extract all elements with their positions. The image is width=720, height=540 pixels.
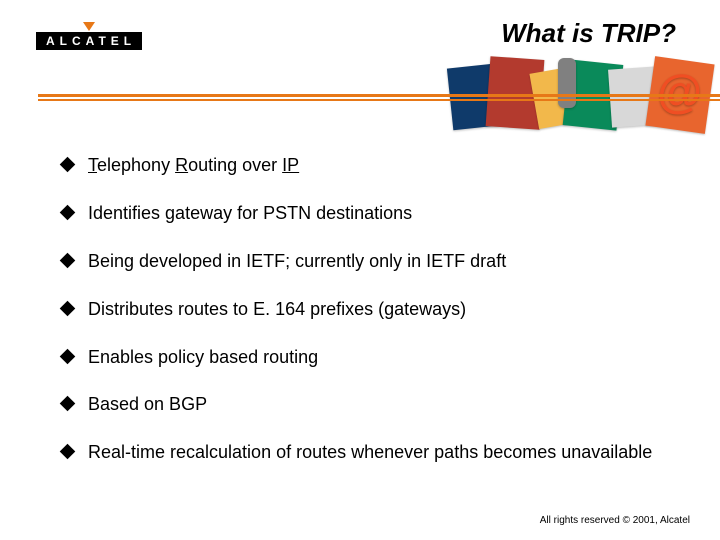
bullet-diamond-icon [60, 348, 76, 364]
bullet-text: Being developed in IETF; currently only … [88, 248, 676, 276]
bullet-item: Real-time recalculation of routes whenev… [62, 439, 676, 467]
page-title: What is TRIP? [501, 18, 676, 49]
bullet-item: Enables policy based routing [62, 344, 676, 372]
footer-copyright: All rights reserved © 2001, Alcatel [540, 515, 690, 526]
ribbon-line [38, 94, 720, 97]
bullet-item: Telephony Routing over IP [62, 152, 676, 180]
ribbon-line [38, 99, 720, 101]
bullet-diamond-icon [60, 253, 76, 269]
bullet-item: Being developed in IETF; currently only … [62, 248, 676, 276]
bullet-diamond-icon [60, 396, 76, 412]
brand-name: ALCATEL [36, 32, 142, 50]
bullet-item: Distributes routes to E. 164 prefixes (g… [62, 296, 676, 324]
bullet-diamond-icon [60, 205, 76, 221]
separator-ribbon [38, 94, 720, 101]
slide: ALCATEL What is TRIP? @ Telephony Routin… [0, 0, 720, 540]
bullet-text: Based on BGP [88, 391, 676, 419]
bullet-item: Identifies gateway for PSTN destinations [62, 200, 676, 228]
bullet-text: Distributes routes to E. 164 prefixes (g… [88, 296, 676, 324]
bullet-diamond-icon [60, 300, 76, 316]
brand-triangle-icon [83, 22, 95, 31]
at-sign-icon: @ [657, 64, 702, 118]
bullet-text: Identifies gateway for PSTN destinations [88, 200, 676, 228]
bullet-text: Enables policy based routing [88, 344, 676, 372]
bullet-diamond-icon [60, 444, 76, 460]
bullet-list: Telephony Routing over IP Identifies gate… [62, 152, 676, 487]
bullet-diamond-icon [60, 157, 76, 173]
brand-logo: ALCATEL [36, 22, 142, 50]
bullet-text: Real-time recalculation of routes whenev… [88, 439, 676, 467]
bullet-text: Telephony Routing over IP [88, 152, 676, 180]
bullet-item: Based on BGP [62, 391, 676, 419]
